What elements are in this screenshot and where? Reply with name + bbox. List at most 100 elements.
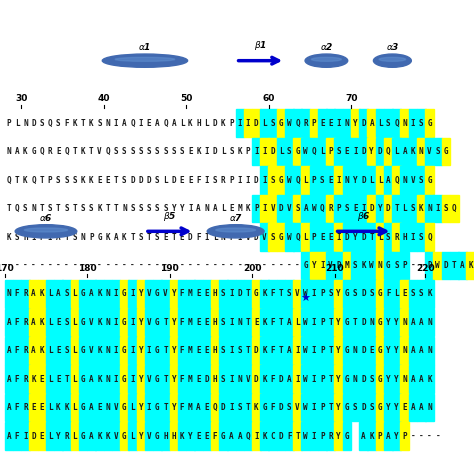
Text: G: G [345,318,349,327]
Bar [37,309,46,336]
Text: W: W [287,233,292,241]
Text: L: L [73,318,77,327]
Bar [62,394,71,421]
Text: G: G [155,290,160,298]
Text: -: - [147,261,151,270]
Bar [252,394,261,421]
Bar [384,337,392,365]
Bar [417,109,426,137]
Bar [417,195,426,222]
Bar [359,166,368,194]
Bar [401,195,409,222]
Text: K: K [106,432,110,440]
Text: E: E [328,176,333,184]
Text: A: A [7,403,11,412]
Text: -: - [279,261,283,270]
Bar [384,109,392,137]
Text: L: L [73,375,77,383]
Text: P: P [320,290,325,298]
Bar [268,309,277,336]
Bar [268,280,277,308]
Text: T: T [246,318,250,327]
Text: I: I [114,346,118,355]
Text: A: A [31,318,36,327]
Text: N: N [402,119,407,128]
Text: K: K [97,204,102,213]
Bar [318,337,327,365]
Bar [351,280,360,308]
Text: N: N [402,346,407,355]
Bar [46,337,55,365]
Text: F: F [180,290,184,298]
Bar [178,394,186,421]
Bar [219,365,228,393]
Text: K: K [427,375,432,383]
Text: D: D [204,375,209,383]
Text: $\alpha$6: $\alpha$6 [39,212,53,223]
Text: S: S [89,204,94,213]
Text: G: G [122,346,127,355]
Bar [409,195,417,222]
Bar [285,394,293,421]
Text: V: V [163,290,168,298]
Text: D: D [369,204,374,213]
Text: Y: Y [353,176,357,184]
Text: -: - [204,261,209,270]
Text: N: N [237,318,242,327]
Bar [87,337,96,365]
Text: E: E [204,346,209,355]
Text: S: S [287,147,292,156]
Bar [202,337,211,365]
Text: K: K [39,318,44,327]
Text: E: E [204,432,209,440]
Text: V: V [147,432,151,440]
Bar [392,166,401,194]
Text: S: S [73,233,77,241]
Text: E: E [39,375,44,383]
Text: F: F [15,375,19,383]
Bar [103,309,112,336]
Text: I: I [254,432,259,440]
Text: S: S [353,403,357,412]
Bar [376,365,384,393]
Bar [351,252,360,279]
Bar [194,337,203,365]
Text: D: D [221,403,226,412]
Ellipse shape [24,228,67,232]
Bar [120,337,128,365]
Text: D: D [279,432,283,440]
Text: G: G [122,403,127,412]
Text: E: E [56,318,61,327]
Text: 210: 210 [325,264,344,273]
Text: S: S [287,290,292,298]
Text: Q: Q [39,147,44,156]
Bar [425,280,434,308]
Bar [293,280,302,308]
Bar [318,309,327,336]
Text: D: D [345,233,349,241]
Text: Q: Q [15,204,19,213]
Text: S: S [353,290,357,298]
Text: -: - [196,261,201,270]
Bar [335,394,343,421]
Bar [153,365,162,393]
Text: A: A [361,432,366,440]
Text: K: K [89,119,94,128]
Bar [417,365,426,393]
Text: G: G [444,147,448,156]
Bar [95,422,104,450]
Bar [46,309,55,336]
Text: M: M [345,261,349,270]
Bar [376,337,384,365]
Bar [384,252,392,279]
Text: K: K [97,432,102,440]
Text: V: V [262,233,267,241]
Text: D: D [237,290,242,298]
Text: L: L [73,290,77,298]
Bar [236,394,244,421]
Text: G: G [345,432,349,440]
Text: Y: Y [172,204,176,213]
Bar [442,195,450,222]
Bar [120,422,128,450]
Text: I: I [262,204,267,213]
